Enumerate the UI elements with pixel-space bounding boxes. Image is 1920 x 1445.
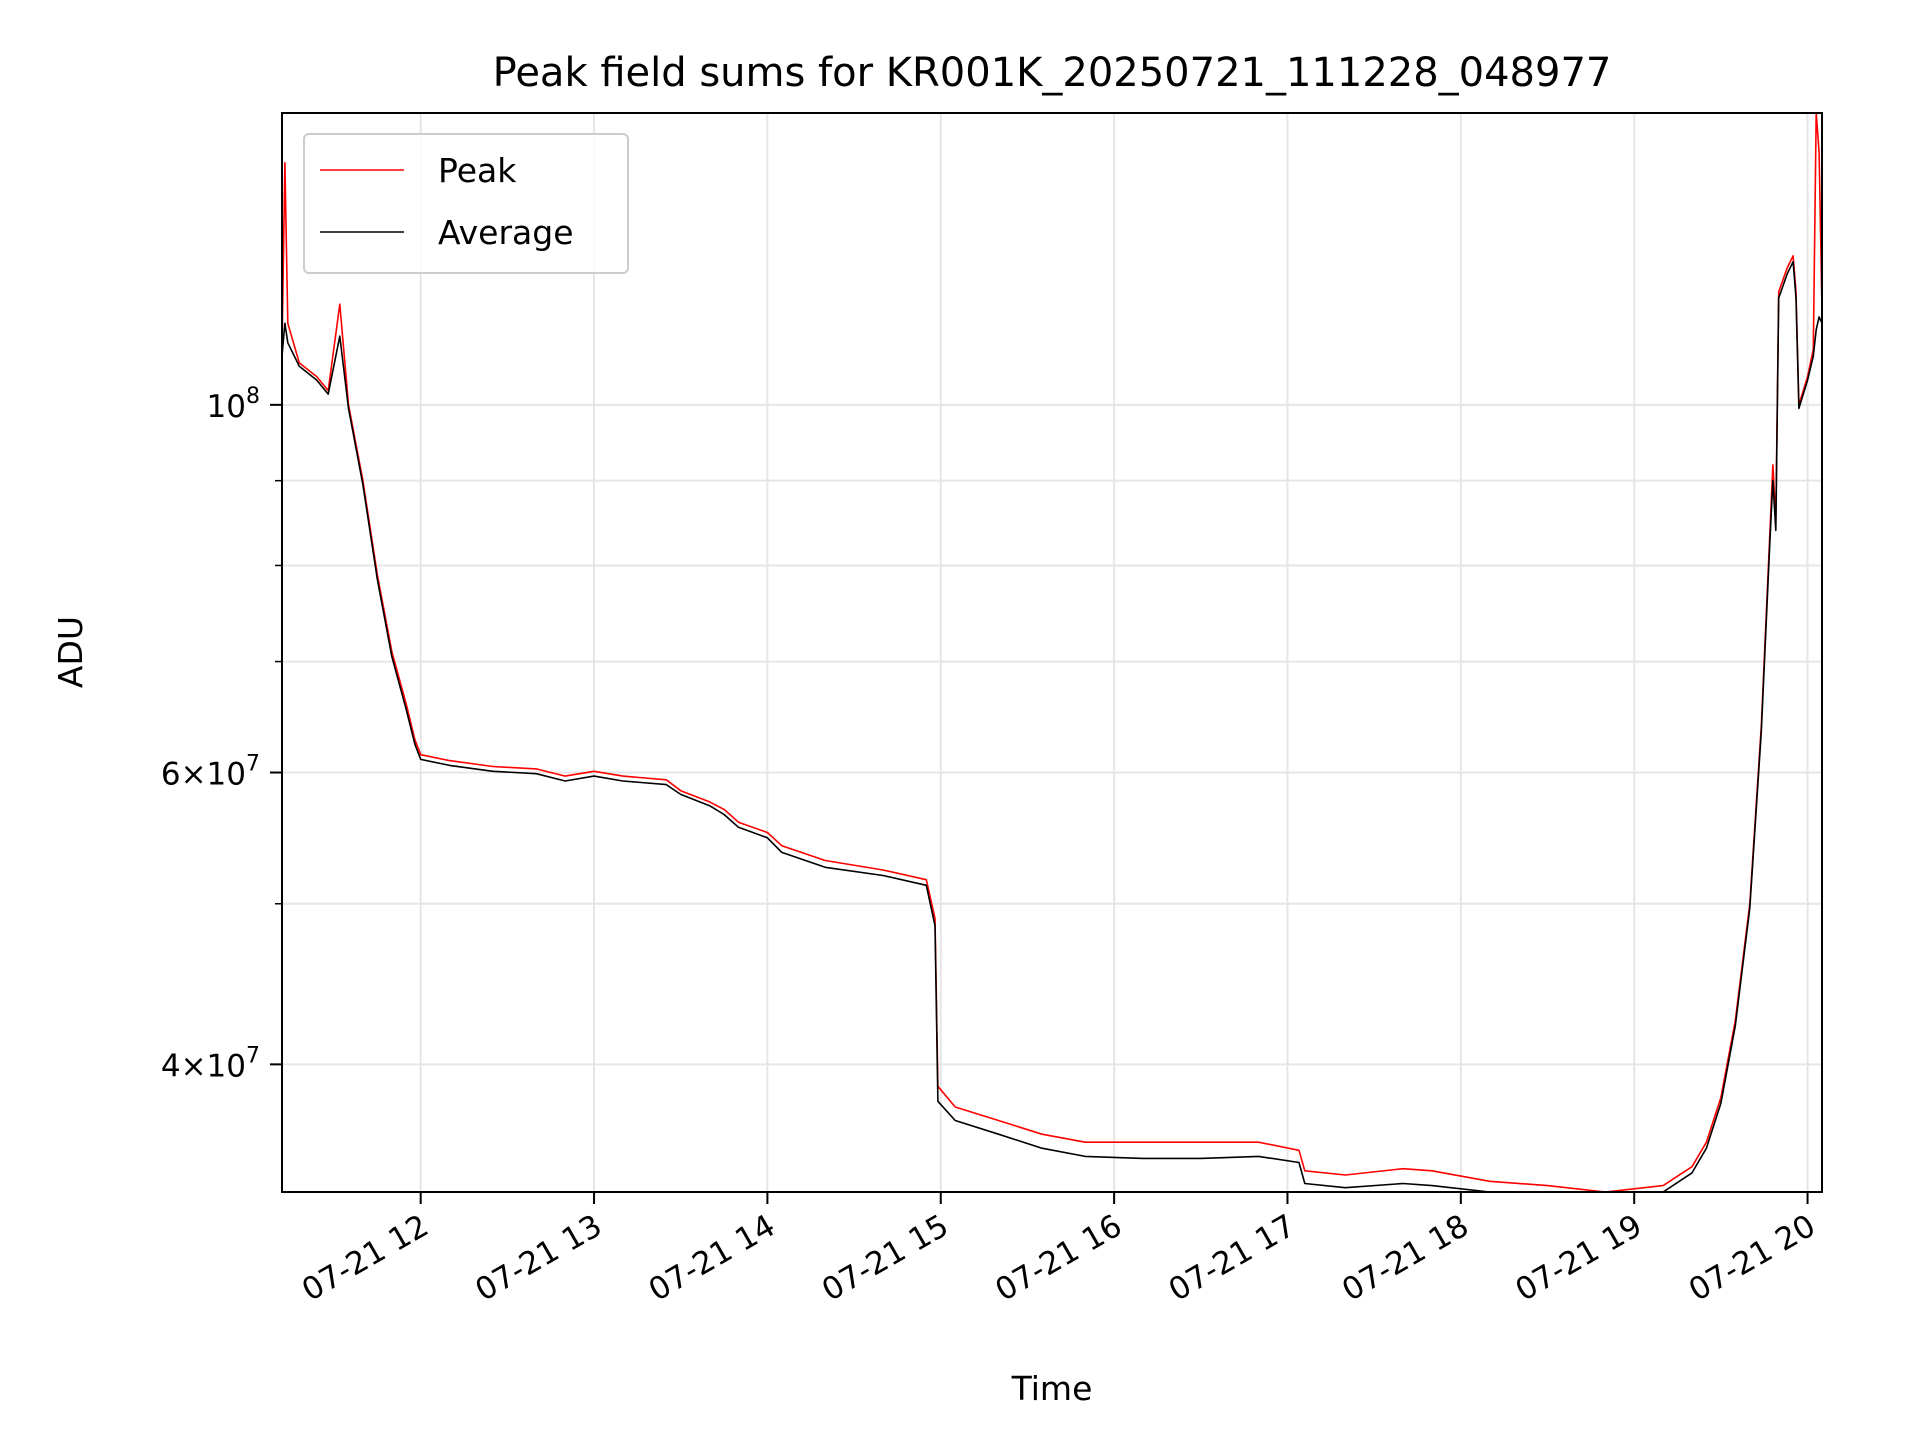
- y-tick-base: 10: [207, 1048, 246, 1084]
- y-tick-times: ×: [181, 1048, 207, 1084]
- series-line-average: [282, 260, 1822, 1192]
- y-tick-base: 10: [207, 757, 246, 793]
- grid: [282, 113, 1822, 1192]
- legend: Peak Average: [303, 133, 629, 274]
- y-tick-exponent: 7: [246, 752, 260, 777]
- y-tick-mantissa: 10: [207, 389, 246, 425]
- y-tick-mantissa: 4: [161, 1048, 181, 1084]
- y-tick-times: ×: [181, 757, 207, 793]
- series-line-peak: [282, 113, 1822, 1192]
- plot-series: [282, 113, 1822, 1192]
- y-tick-exponent: 7: [246, 1043, 260, 1068]
- y-tick-exponent: 8: [246, 384, 260, 409]
- y-tick-label: 4×107: [161, 1043, 260, 1084]
- x-axis-label: Time: [1011, 1369, 1093, 1408]
- plot-frame: [281, 112, 1823, 1193]
- legend-label-average: Average: [438, 213, 574, 252]
- chart-title: Peak field sums for KR001K_20250721_1112…: [493, 50, 1612, 96]
- y-axis-label: ADU: [51, 616, 90, 688]
- y-tick-label: 6×107: [161, 752, 260, 793]
- y-tick-mantissa: 6: [161, 757, 181, 793]
- legend-label-peak: Peak: [438, 151, 517, 190]
- y-tick-label: 108: [207, 384, 260, 425]
- legend-box: [303, 133, 629, 274]
